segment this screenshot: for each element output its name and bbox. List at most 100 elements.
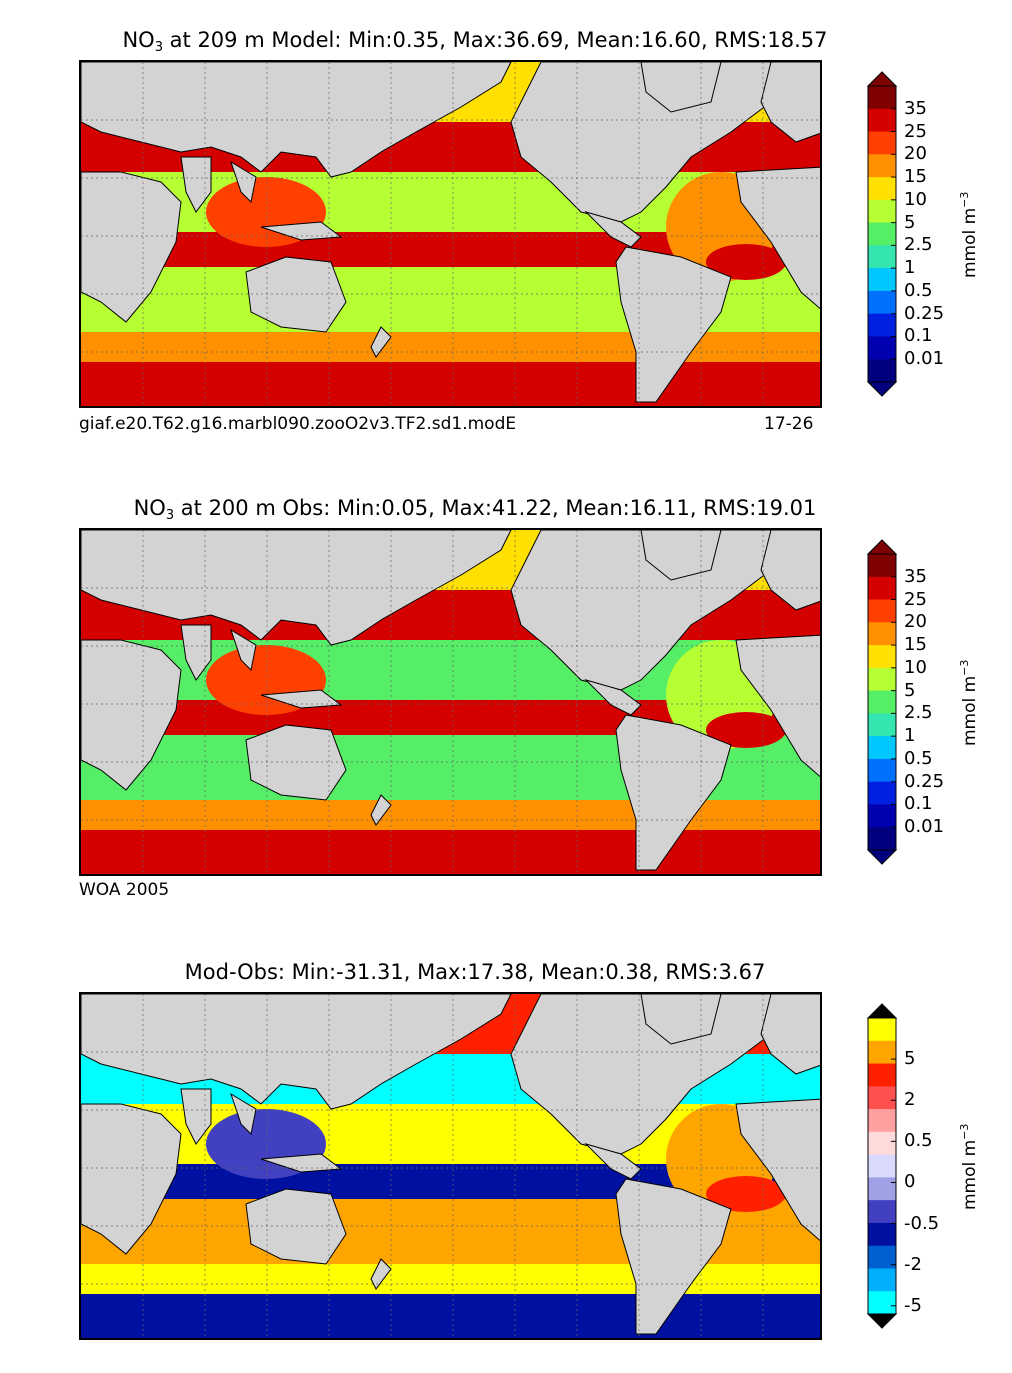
landmass xyxy=(230,160,257,204)
colorbar-segment xyxy=(868,86,896,110)
colorbar-segment xyxy=(868,222,896,246)
graticule xyxy=(81,994,820,1338)
colorbar-tick-label: 35 xyxy=(904,565,927,587)
colorbar-segment xyxy=(868,690,896,714)
landmass xyxy=(640,62,722,113)
colorbar-segment xyxy=(868,290,896,315)
colorbar-tick-label: 0.25 xyxy=(904,302,945,324)
landmass xyxy=(735,634,820,778)
colorbar-segment xyxy=(868,804,896,828)
southern-ocean-band xyxy=(81,830,820,874)
colorbar-segment xyxy=(868,645,896,669)
landmass xyxy=(370,1258,392,1290)
colorbar-segment xyxy=(868,1018,896,1042)
landmass xyxy=(735,166,820,310)
colorbar-obs xyxy=(866,528,898,876)
atlantic-equatorial-patch xyxy=(706,244,786,280)
landmass xyxy=(370,794,392,826)
colorbar-tick-label: 0.5 xyxy=(904,747,933,769)
colorbar-segment xyxy=(868,554,896,578)
colorbar-diff xyxy=(866,992,898,1340)
colorbar-segment xyxy=(868,1245,896,1269)
atlantic-equatorial-patch xyxy=(706,1176,786,1212)
colorbar-unit-label: mmol m−3 xyxy=(958,191,980,279)
colorbar-over-arrow xyxy=(866,1003,898,1019)
landmass xyxy=(81,171,182,323)
colorbar-under-arrow xyxy=(866,849,898,865)
landmass xyxy=(584,678,642,716)
colorbar-tick-label: 2 xyxy=(904,1089,916,1111)
colorbar-tick-label: 10 xyxy=(904,656,927,678)
landmass xyxy=(615,714,732,871)
colorbar-model xyxy=(866,60,898,408)
colorbar-tick-label: 0.01 xyxy=(904,816,945,838)
colorbar-tick-label: 1 xyxy=(904,257,916,279)
colorbar-tick-label: 20 xyxy=(904,611,927,633)
colorbar-tick-label: 25 xyxy=(904,588,927,610)
panel-title-model: NO3 at 209 m Model: Min:0.35, Max:36.69,… xyxy=(122,28,828,55)
landmass xyxy=(370,326,392,358)
colorbar-segment xyxy=(868,622,896,646)
colorbar-segment xyxy=(868,154,896,178)
colorbar-segment xyxy=(868,1063,896,1087)
panel-title-diff: Mod-Obs: Min:-31.31, Max:17.38, Mean:0.3… xyxy=(184,960,766,984)
map-obs xyxy=(79,528,822,876)
landmass xyxy=(615,1178,732,1335)
colorbar-segment xyxy=(868,576,896,601)
colorbar-over-arrow xyxy=(866,71,898,87)
colorbar-tick-label: 0.5 xyxy=(904,279,933,301)
colorbar-segment xyxy=(868,667,896,692)
landmass xyxy=(81,639,182,791)
map-model xyxy=(79,60,822,408)
colorbar-tick-label: 1 xyxy=(904,725,916,747)
colorbar-segment xyxy=(868,177,896,201)
colorbar-segment xyxy=(868,313,896,337)
colorbar-tick-label: 15 xyxy=(904,634,927,656)
southern-ocean-band xyxy=(81,1294,820,1338)
landmass xyxy=(640,530,722,581)
landmass xyxy=(584,210,642,248)
landmass xyxy=(81,530,512,646)
colorbar-segment xyxy=(868,245,896,269)
colorbar-segment xyxy=(868,1131,896,1156)
landmass xyxy=(180,624,212,681)
colorbar-segment xyxy=(868,758,896,783)
colorbar-tick-label: 10 xyxy=(904,188,927,210)
colorbar-unit-label: mmol m−3 xyxy=(958,659,980,747)
colorbar-segment xyxy=(868,1177,896,1201)
colorbar-segment xyxy=(868,1222,896,1247)
landmass xyxy=(81,1103,182,1255)
colorbar-tick-label: 15 xyxy=(904,166,927,188)
colorbar-segment xyxy=(868,1086,896,1110)
colorbar-segment xyxy=(868,268,896,292)
colorbar-segment xyxy=(868,1200,896,1224)
colorbar-tick-label: 5 xyxy=(904,211,916,233)
colorbar-tick-label: 0.01 xyxy=(904,348,945,370)
southern-ocean-band xyxy=(81,362,820,406)
landmass xyxy=(584,1142,642,1180)
landmass xyxy=(760,530,820,611)
colorbar-segment xyxy=(868,1291,896,1315)
colorbar-tick-label: 0.25 xyxy=(904,770,945,792)
colorbar-tick-label: 20 xyxy=(904,143,927,165)
landmass xyxy=(245,1188,347,1265)
colorbar-segment xyxy=(868,781,896,805)
colorbar-tick-label: 0 xyxy=(904,1171,916,1193)
colorbar-tick-label: -0.5 xyxy=(904,1212,940,1234)
landmass xyxy=(615,246,732,403)
colorbar-segment xyxy=(868,1109,896,1133)
colorbar-under-arrow xyxy=(866,1313,898,1329)
colorbar-tick-label: -2 xyxy=(904,1253,922,1275)
pacific-equatorial-tongue xyxy=(441,701,661,729)
landmass xyxy=(640,994,722,1045)
landmass xyxy=(180,156,212,213)
years-caption: 17-26 xyxy=(764,414,814,434)
colorbar-segment xyxy=(868,599,896,623)
landmass xyxy=(735,1098,820,1242)
landmass xyxy=(245,724,347,801)
obs-source-caption: WOA 2005 xyxy=(79,880,170,900)
colorbar-tick-label: 2.5 xyxy=(904,234,933,256)
colorbar-under-arrow xyxy=(866,381,898,397)
colorbar-tick-label: 5 xyxy=(904,1048,916,1070)
colorbar-tick-label: 0.1 xyxy=(904,793,933,815)
